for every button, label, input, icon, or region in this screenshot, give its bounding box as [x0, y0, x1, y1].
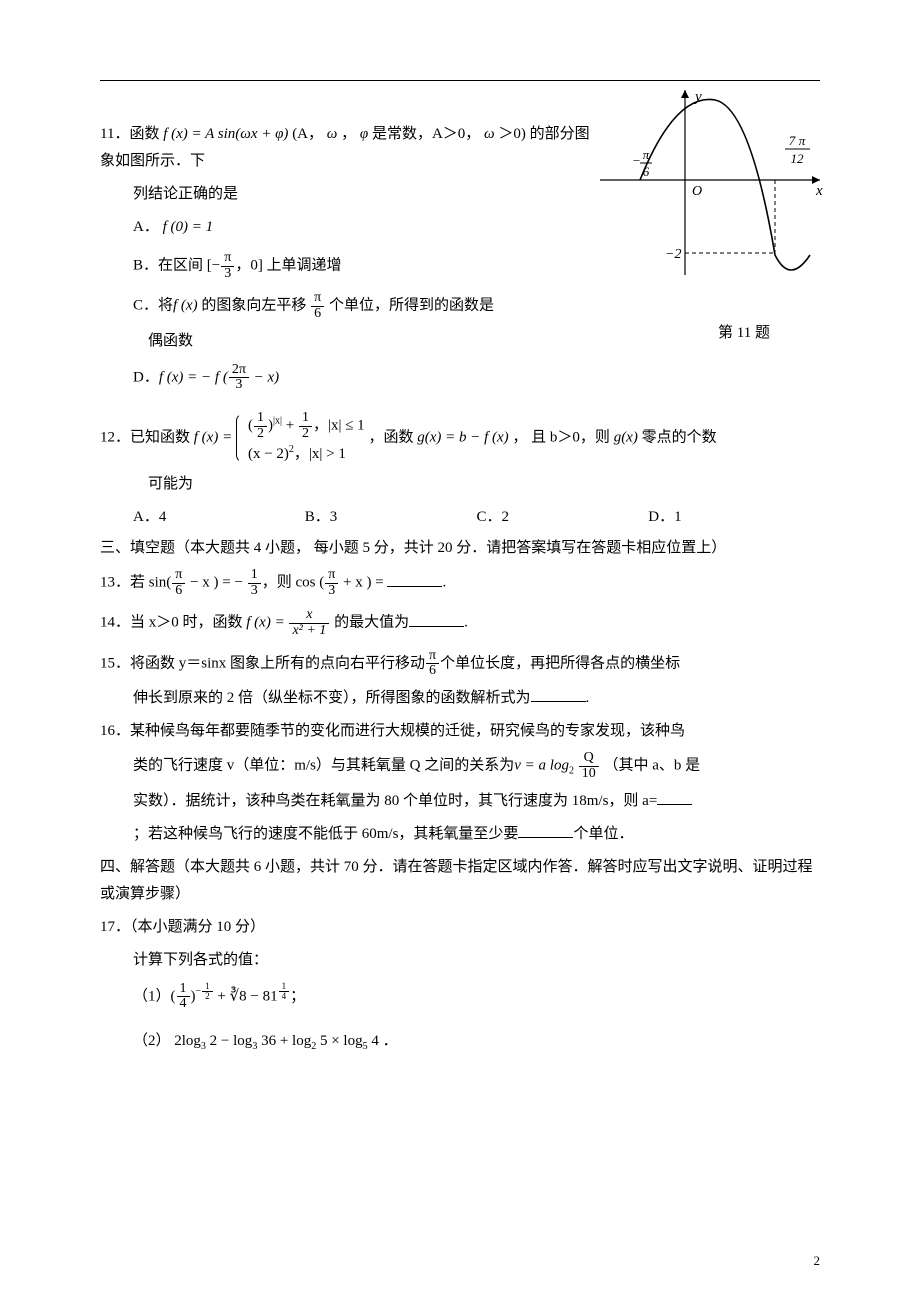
svg-text:O: O [692, 184, 702, 199]
q17-p1: （1）(14)−12 + ∛8 − 8114； [100, 982, 820, 1012]
q16-b: 类的飞行速度 v（单位：m/s）与其耗氧量 Q 之间的关系为v = a log2… [100, 751, 820, 781]
q14: 14．当 x＞0 时，函数 f (x) = xx² + 1 的最大值为. [100, 608, 820, 638]
q11-graph: − π 6 7 π 12 −2 y x O [580, 85, 825, 285]
q13: 13．若 sin(π6 − x ) = − 13，则 cos (π3 + x )… [100, 568, 820, 598]
svg-text:y: y [693, 89, 702, 105]
svg-text:π: π [643, 147, 650, 162]
q16-a: 16．某种候鸟每年都要随季节的变化而进行大规模的迁徙，研究候鸟的专家发现，该种鸟 [100, 718, 820, 745]
q16-c: 实数）．据统计，该种鸟类在耗氧量为 80 个单位时，其飞行速度为 18m/s，则… [100, 788, 820, 815]
svg-text:x: x [815, 183, 823, 199]
q11-D: D．f (x) = − f (2π3 − x) [100, 363, 820, 393]
q11-stem: 11．函数 f (x) = A sin(ωx + φ) (A， ω ， φ 是常… [100, 121, 600, 175]
q11-caption: 第 11 题 [718, 320, 770, 347]
q17-sub: 计算下列各式的值： [100, 947, 820, 974]
svg-text:12: 12 [791, 151, 805, 166]
q12-options: A．4 B．3 C．2 D．1 [100, 504, 820, 531]
section4-title: 四、解答题（本大题共 6 小题，共计 70 分．请在答题卡指定区域内作答．解答时… [100, 854, 820, 908]
section3-title: 三、填空题（本大题共 4 小题， 每小题 5 分，共计 20 分．请把答案填写在… [100, 535, 820, 562]
q15-b: 伸长到原来的 2 倍（纵坐标不变），所得图象的函数解析式为. [100, 685, 820, 712]
svg-text:−: − [632, 153, 641, 168]
q15-a: 15．将函数 y＝sinx 图象上所有的点向右平行移动π6个单位长度，再把所得各… [100, 649, 820, 679]
q17-title: 17．（本小题满分 10 分） [100, 914, 820, 941]
q12-stem: 12．已知函数 f (x) = (12)|x| + 12，|x| ≤ 1 (x … [100, 411, 820, 465]
q11-C2: 偶函数 [100, 328, 820, 355]
svg-text:π: π [799, 133, 806, 148]
svg-text:7: 7 [789, 133, 796, 148]
page-number: 2 [814, 1249, 821, 1272]
q16-d: ；若这种候鸟飞行的速度不能低于 60m/s，其耗氧量至少要个单位． [100, 821, 820, 848]
q11-C: C．将f (x) 的图象向左平移 π6 个单位，所得到的函数是 [100, 291, 820, 321]
svg-text:−2: −2 [665, 247, 681, 262]
svg-text:6: 6 [643, 164, 650, 179]
q17-p2: （2） 2log3 2 − log3 36 + log2 5 × log5 4 … [100, 1028, 820, 1056]
q12-stem2: 可能为 [100, 471, 820, 498]
